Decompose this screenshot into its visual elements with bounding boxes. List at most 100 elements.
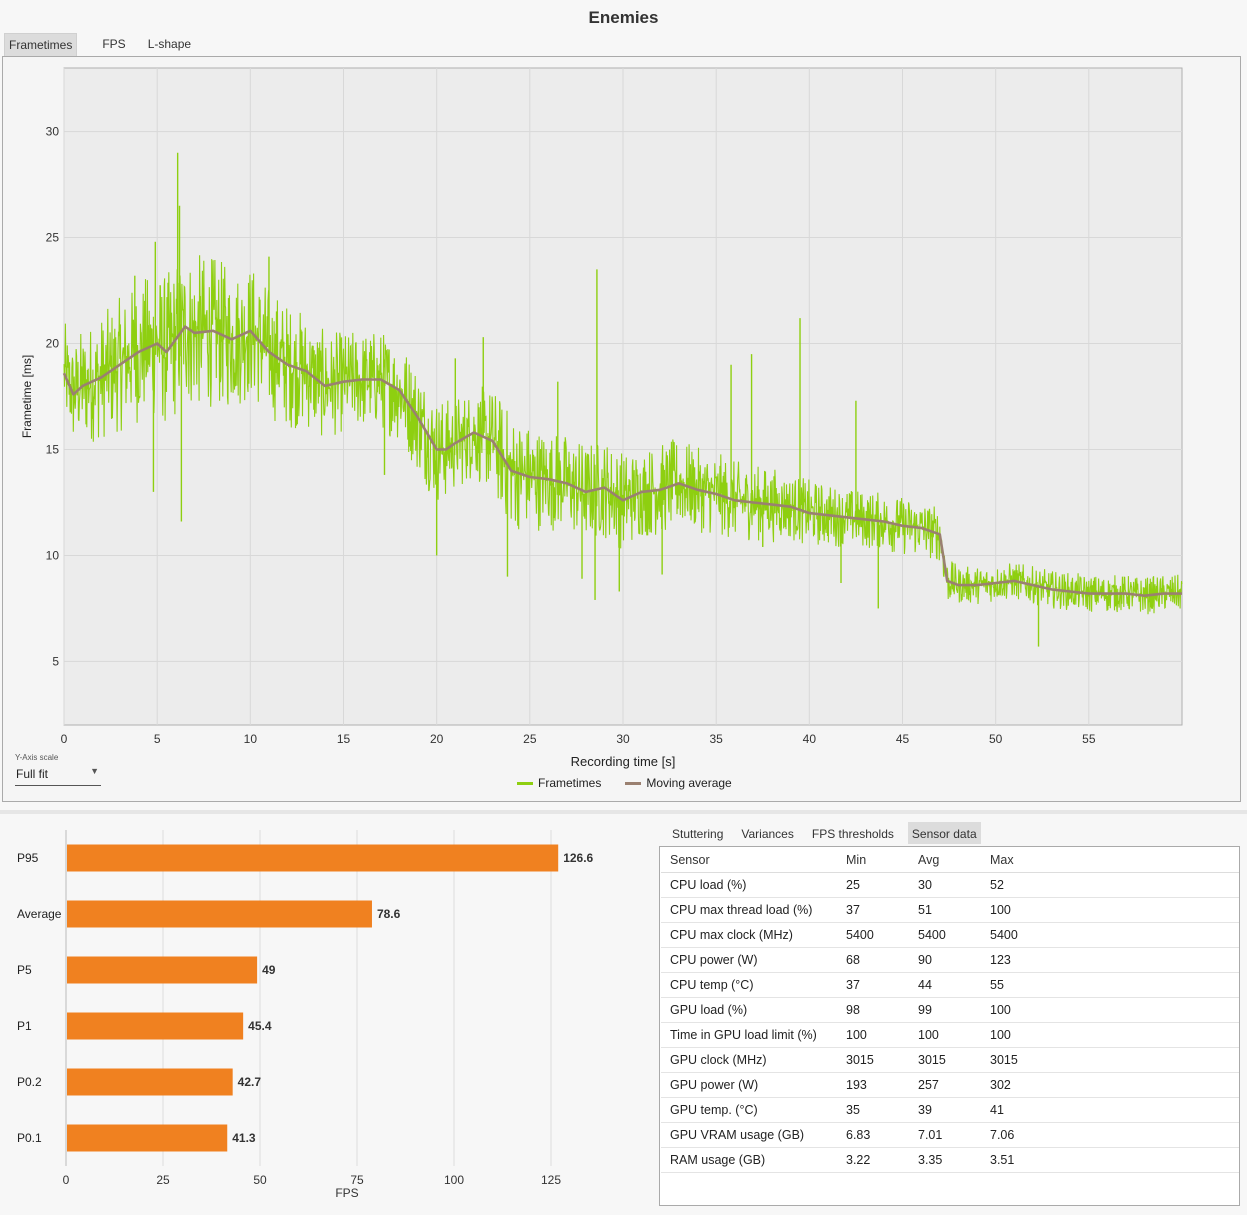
x-tick-label: 100: [444, 1173, 464, 1187]
table-row[interactable]: CPU load (%) 25 30 52: [661, 872, 1239, 898]
sensor-name: GPU temp. (°C): [661, 1097, 837, 1123]
bar-category-label: Average: [17, 907, 62, 921]
sensor-avg: 51: [909, 897, 981, 923]
table-row[interactable]: CPU power (W) 68 90 123: [661, 947, 1239, 973]
sensor-avg: 44: [909, 972, 981, 998]
sensor-name: CPU max clock (MHz): [661, 922, 837, 948]
bar-category-label: P5: [17, 963, 32, 977]
x-axis-title: FPS: [335, 1186, 358, 1200]
table-row[interactable]: RAM usage (GB) 3.22 3.35 3.51: [661, 1147, 1239, 1173]
sensor-name: RAM usage (GB): [661, 1147, 837, 1173]
x-tick-label: 0: [61, 732, 68, 746]
sensor-min: 37: [837, 897, 909, 923]
sensor-name: CPU max thread load (%): [661, 897, 837, 923]
tab-frametimes[interactable]: Frametimes: [4, 33, 78, 56]
x-tick-label: 75: [350, 1173, 364, 1187]
bar-category-label: P0.1: [17, 1131, 42, 1145]
table-header-row: Sensor Min Avg Max: [661, 847, 1239, 873]
sensor-min: 98: [837, 997, 909, 1023]
chart-tabs: Frametimes FPS L-shape: [4, 33, 209, 56]
sensor-min: 193: [837, 1072, 909, 1098]
legend-item-frametimes[interactable]: Frametimes: [517, 776, 601, 790]
sensor-avg: 90: [909, 947, 981, 973]
sensor-max: 302: [981, 1072, 1239, 1098]
column-header-avg[interactable]: Avg: [909, 847, 981, 873]
table-row[interactable]: Time in GPU load limit (%) 100 100 100: [661, 1022, 1239, 1048]
sensor-name: GPU clock (MHz): [661, 1047, 837, 1073]
x-tick-label: 40: [803, 732, 817, 746]
sensor-avg: 39: [909, 1097, 981, 1123]
y-tick-label: 15: [46, 442, 60, 456]
y-axis-title: Frametime [ms]: [20, 355, 34, 438]
sensor-table: Sensor Min Avg Max CPU load (%) 25 30 52 CP…: [661, 847, 1239, 1173]
x-tick-label: 55: [1082, 732, 1096, 746]
x-tick-label: 0: [63, 1173, 70, 1187]
chart-legend: Frametimes Moving average: [517, 776, 756, 790]
bar-value-label: 78.6: [377, 907, 401, 921]
table-row[interactable]: CPU max thread load (%) 37 51 100: [661, 897, 1239, 923]
frametime-chart: 0 5 10 15 20 25 30 35 40 45 50 5551015202530Recordi…: [20, 67, 1183, 769]
sensor-name: CPU temp (°C): [661, 972, 837, 998]
x-tick-label: 5: [154, 732, 161, 746]
sensor-avg: 99: [909, 997, 981, 1023]
column-header-sensor[interactable]: Sensor: [661, 847, 837, 873]
y-axis-scale-value: Full fit: [16, 767, 49, 781]
bar-value-label: 41.3: [232, 1131, 256, 1145]
legend-item-moving-average[interactable]: Moving average: [625, 776, 732, 790]
y-tick-label: 25: [46, 231, 60, 245]
sensor-table-panel: Sensor Min Avg Max CPU load (%) 25 30 52 CP…: [659, 846, 1240, 1206]
bar-value-label: 45.4: [248, 1019, 272, 1033]
fps-bar: [67, 956, 258, 984]
column-header-max[interactable]: Max: [981, 847, 1239, 873]
panel-divider[interactable]: [0, 810, 1247, 814]
sensor-max: 3015: [981, 1047, 1239, 1073]
sensor-avg: 3.35: [909, 1147, 981, 1173]
y-axis-scale-select[interactable]: Full fit ▼: [15, 766, 101, 786]
sensor-min: 25: [837, 872, 909, 898]
bar-category-label: P0.2: [17, 1075, 42, 1089]
tab-sensor-data[interactable]: Sensor data: [907, 822, 981, 844]
table-row[interactable]: GPU clock (MHz) 3015 3015 3015: [661, 1047, 1239, 1073]
sensor-max: 7.06: [981, 1122, 1239, 1148]
tab-fps-thresholds[interactable]: FPS thresholds: [811, 827, 894, 841]
legend-label-moving-average: Moving average: [646, 776, 732, 790]
x-tick-label: 35: [709, 732, 723, 746]
tab-l-shape[interactable]: L-shape: [147, 37, 192, 51]
sensor-min: 3.22: [837, 1147, 909, 1173]
tab-stuttering[interactable]: Stuttering: [672, 827, 724, 841]
table-row[interactable]: CPU max clock (MHz) 5400 5400 5400: [661, 922, 1239, 948]
y-tick-label: 5: [52, 654, 59, 668]
page-title: Enemies: [588, 8, 659, 27]
x-tick-label: 50: [253, 1173, 267, 1187]
x-tick-label: 50: [989, 732, 1003, 746]
table-row[interactable]: GPU temp. (°C) 35 39 41: [661, 1097, 1239, 1123]
sensor-avg: 7.01: [909, 1122, 981, 1148]
sensor-min: 3015: [837, 1047, 909, 1073]
x-tick-label: 15: [337, 732, 351, 746]
legend-label-frametimes: Frametimes: [538, 776, 602, 790]
fps-bar: [67, 1068, 233, 1096]
fps-bar-chart: 0 25 50 75 100 125 FPS P95 126.6 Average 78.6 P5 49 P…: [17, 830, 594, 1200]
sensor-min: 37: [837, 972, 909, 998]
table-row[interactable]: CPU temp (°C) 37 44 55: [661, 972, 1239, 998]
table-row[interactable]: GPU VRAM usage (GB) 6.83 7.01 7.06: [661, 1122, 1239, 1148]
moving-average-series: [62, 325, 1182, 597]
table-row[interactable]: GPU power (W) 193 257 302: [661, 1072, 1239, 1098]
sensor-min: 35: [837, 1097, 909, 1123]
stats-tabs: Stuttering Variances FPS thresholds Sens…: [668, 822, 991, 844]
sensor-name: GPU power (W): [661, 1072, 837, 1098]
tab-variances[interactable]: Variances: [741, 827, 794, 841]
sensor-avg: 3015: [909, 1047, 981, 1073]
legend-swatch-frametimes: [517, 781, 533, 785]
sensor-max: 123: [981, 947, 1239, 973]
frametime-chart-panel: 0 5 10 15 20 25 30 35 40 45 50 55 5 10 15 20 25 30 Recordi…: [2, 56, 1241, 802]
fps-bar: [67, 900, 372, 928]
table-row[interactable]: GPU load (%) 98 99 100: [661, 997, 1239, 1023]
sensor-max: 52: [981, 872, 1239, 898]
sensor-avg: 5400: [909, 922, 981, 948]
sensor-name: Time in GPU load limit (%): [661, 1022, 837, 1048]
sensor-min: 68: [837, 947, 909, 973]
tab-fps[interactable]: FPS: [102, 37, 126, 51]
column-header-min[interactable]: Min: [837, 847, 909, 873]
fps-bar: [67, 1124, 228, 1152]
